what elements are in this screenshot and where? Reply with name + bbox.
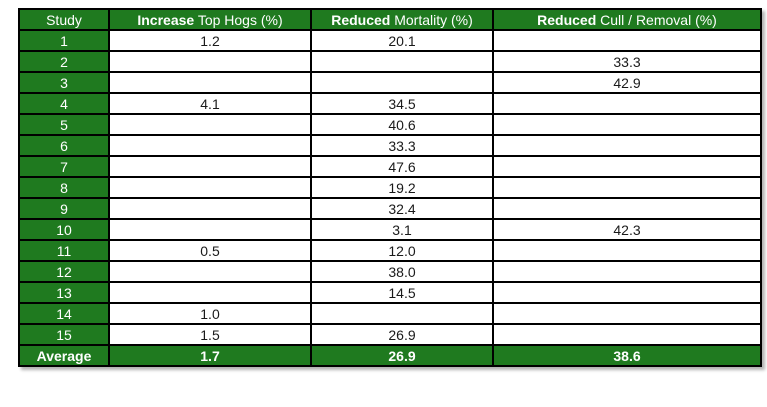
study-cell: 2 bbox=[18, 50, 110, 73]
cull-cell bbox=[492, 302, 762, 325]
study-cell: 13 bbox=[18, 281, 110, 304]
header-label-bold: Reduced bbox=[331, 11, 391, 28]
study-cell: 5 bbox=[18, 113, 110, 136]
column-header-reduced-mortality: Reduced Mortality (%) bbox=[310, 8, 494, 31]
cull-cell bbox=[492, 239, 762, 262]
increase-cell bbox=[108, 197, 312, 220]
mortality-cell: 26.9 bbox=[310, 323, 494, 346]
increase-cell bbox=[108, 50, 312, 73]
increase-cell bbox=[108, 134, 312, 157]
mortality-cell: 38.0 bbox=[310, 260, 494, 283]
header-label-bold: Increase bbox=[137, 11, 195, 28]
study-cell: 7 bbox=[18, 155, 110, 178]
table-row: 11 0.5 12.0 bbox=[18, 239, 762, 262]
study-cell: 10 bbox=[18, 218, 110, 241]
mortality-cell: 14.5 bbox=[310, 281, 494, 304]
study-cell: 6 bbox=[18, 134, 110, 157]
header-row: Study Increase Top Hogs (%) Reduced Mort… bbox=[18, 8, 762, 31]
average-row: Average 1.7 26.9 38.6 bbox=[18, 344, 762, 367]
cull-cell bbox=[492, 155, 762, 178]
table-row: 12 38.0 bbox=[18, 260, 762, 283]
table-row: 1 1.2 20.1 bbox=[18, 29, 762, 52]
column-header-reduced-cull-removal: Reduced Cull / Removal (%) bbox=[492, 8, 762, 31]
increase-cell bbox=[108, 176, 312, 199]
cull-cell: 42.9 bbox=[492, 71, 762, 94]
mortality-cell: 20.1 bbox=[310, 29, 494, 52]
cull-cell bbox=[492, 92, 762, 115]
increase-cell bbox=[108, 71, 312, 94]
table-row: 5 40.6 bbox=[18, 113, 762, 136]
average-mortality-cell: 26.9 bbox=[310, 344, 494, 367]
cull-cell: 42.3 bbox=[492, 218, 762, 241]
cull-cell bbox=[492, 176, 762, 199]
increase-cell: 1.5 bbox=[108, 323, 312, 346]
cull-cell bbox=[492, 134, 762, 157]
study-cell: 3 bbox=[18, 71, 110, 94]
study-cell: 14 bbox=[18, 302, 110, 325]
mortality-cell bbox=[310, 71, 494, 94]
table-row: 10 3.1 42.3 bbox=[18, 218, 762, 241]
cull-cell bbox=[492, 323, 762, 346]
mortality-cell: 12.0 bbox=[310, 239, 494, 262]
column-header-increase-top-hogs: Increase Top Hogs (%) bbox=[108, 8, 312, 31]
cull-cell bbox=[492, 260, 762, 283]
mortality-cell: 32.4 bbox=[310, 197, 494, 220]
mortality-cell: 19.2 bbox=[310, 176, 494, 199]
increase-cell: 4.1 bbox=[108, 92, 312, 115]
mortality-cell: 40.6 bbox=[310, 113, 494, 136]
mortality-cell: 47.6 bbox=[310, 155, 494, 178]
table-header: Study Increase Top Hogs (%) Reduced Mort… bbox=[18, 8, 762, 31]
table-row: 4 4.1 34.5 bbox=[18, 92, 762, 115]
cull-cell bbox=[492, 29, 762, 52]
average-increase-cell: 1.7 bbox=[108, 344, 312, 367]
increase-cell: 1.2 bbox=[108, 29, 312, 52]
cull-cell: 33.3 bbox=[492, 50, 762, 73]
average-cull-cell: 38.6 bbox=[492, 344, 762, 367]
mortality-cell: 3.1 bbox=[310, 218, 494, 241]
study-results-table: Study Increase Top Hogs (%) Reduced Mort… bbox=[18, 8, 762, 367]
increase-cell bbox=[108, 218, 312, 241]
column-header-study: Study bbox=[18, 8, 110, 31]
header-label: Study bbox=[46, 11, 82, 28]
mortality-cell bbox=[310, 50, 494, 73]
cull-cell bbox=[492, 113, 762, 136]
average-label-cell: Average bbox=[18, 344, 110, 367]
increase-cell: 0.5 bbox=[108, 239, 312, 262]
header-label-bold: Reduced bbox=[537, 11, 597, 28]
table-row: 14 1.0 bbox=[18, 302, 762, 325]
table-row: 13 14.5 bbox=[18, 281, 762, 304]
increase-cell: 1.0 bbox=[108, 302, 312, 325]
header-label: Top Hogs (%) bbox=[194, 11, 283, 28]
study-cell: 11 bbox=[18, 239, 110, 262]
table-row: 9 32.4 bbox=[18, 197, 762, 220]
increase-cell bbox=[108, 260, 312, 283]
table-row: 15 1.5 26.9 bbox=[18, 323, 762, 346]
header-label: Cull / Removal (%) bbox=[596, 11, 717, 28]
study-cell: 12 bbox=[18, 260, 110, 283]
mortality-cell: 34.5 bbox=[310, 92, 494, 115]
increase-cell bbox=[108, 113, 312, 136]
header-label: Mortality (%) bbox=[390, 11, 473, 28]
cull-cell bbox=[492, 197, 762, 220]
table-row: 2 33.3 bbox=[18, 50, 762, 73]
cull-cell bbox=[492, 281, 762, 304]
study-cell: 8 bbox=[18, 176, 110, 199]
table-footer: Average 1.7 26.9 38.6 bbox=[18, 344, 762, 367]
mortality-cell: 33.3 bbox=[310, 134, 494, 157]
study-cell: 4 bbox=[18, 92, 110, 115]
table-row: 3 42.9 bbox=[18, 71, 762, 94]
increase-cell bbox=[108, 281, 312, 304]
table-row: 8 19.2 bbox=[18, 176, 762, 199]
study-cell: 9 bbox=[18, 197, 110, 220]
table-row: 6 33.3 bbox=[18, 134, 762, 157]
study-cell: 1 bbox=[18, 29, 110, 52]
mortality-cell bbox=[310, 302, 494, 325]
study-cell: 15 bbox=[18, 323, 110, 346]
table-row: 7 47.6 bbox=[18, 155, 762, 178]
table-body: 1 1.2 20.1 2 33.3 3 42.9 4 4.1 34.5 5 40… bbox=[18, 29, 762, 346]
increase-cell bbox=[108, 155, 312, 178]
